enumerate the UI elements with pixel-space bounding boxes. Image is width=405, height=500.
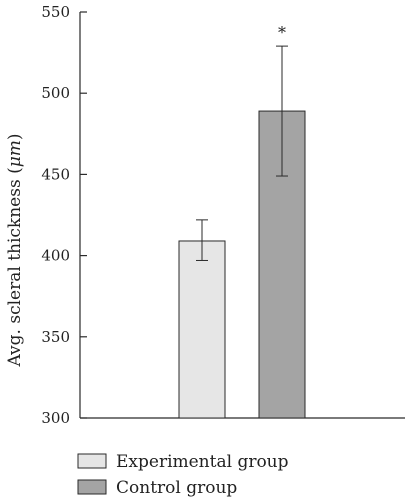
legend: Experimental group Control group	[77, 452, 289, 498]
bar-control	[258, 110, 306, 419]
y-axis-title: Avg. scleral thickness (μm)	[5, 133, 25, 367]
legend-label: Control group	[116, 478, 237, 498]
y-tick-label: 400	[41, 247, 70, 265]
axes	[79, 12, 405, 419]
y-tick-label: 300	[41, 409, 70, 427]
y-tick-label: 550	[41, 3, 70, 21]
significance-marker: *	[278, 23, 286, 42]
bars: *	[178, 23, 306, 419]
legend-swatch	[77, 479, 107, 495]
y-tick-label: 450	[41, 165, 70, 183]
y-axis-title-suffix: )	[5, 133, 25, 140]
y-tick-label: 500	[41, 84, 70, 102]
bar-experimental	[178, 240, 226, 419]
y-axis-title-unit: μm	[5, 140, 25, 167]
y-tick-label: 350	[41, 328, 70, 346]
legend-swatch	[77, 453, 107, 469]
y-axis-title-prefix: Avg. scleral thickness (	[5, 167, 25, 367]
legend-label: Experimental group	[116, 452, 289, 472]
y-ticks: 300 350 400 450 500 550	[41, 3, 87, 427]
